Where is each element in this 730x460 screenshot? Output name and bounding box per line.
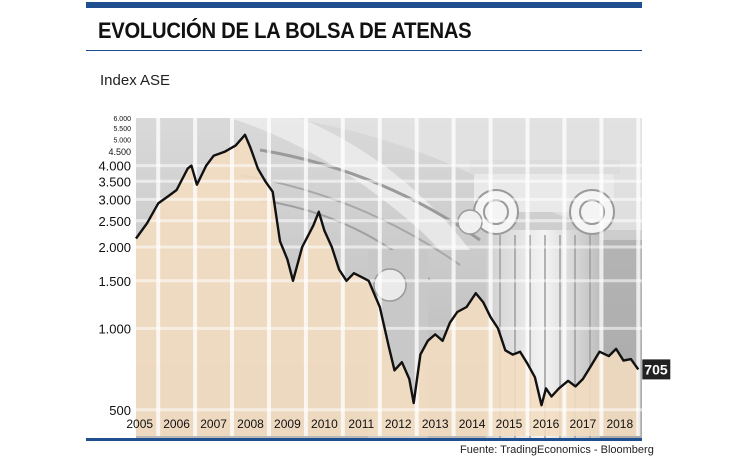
y-tick-label: 3.500 — [98, 174, 131, 189]
source-credit: Fuente: TradingEconomics - Bloomberg — [460, 444, 654, 456]
x-tick-label: 2017 — [570, 417, 597, 431]
y-tick-label: 5.000 — [113, 137, 131, 144]
year-stripe — [193, 118, 198, 436]
y-tick-label: 4.500 — [108, 147, 131, 157]
chart-subtitle: Index ASE — [100, 72, 171, 89]
horizontal-gridlines — [136, 164, 642, 412]
y-tick-label: 2.000 — [98, 240, 131, 255]
x-tick-label: 2011 — [348, 417, 374, 431]
year-stripe — [451, 118, 456, 436]
y-tick-label: 2.500 — [98, 214, 131, 229]
x-tick-label: 2012 — [385, 417, 412, 431]
year-stripe — [230, 118, 234, 436]
end-value-label: 705 — [644, 361, 668, 377]
x-tick-label: 2007 — [200, 417, 227, 431]
area-fill — [136, 134, 639, 437]
x-tick-label: 2006 — [163, 417, 190, 431]
x-tick-label: 2009 — [274, 417, 301, 431]
y-tick-label: 3.000 — [98, 192, 131, 207]
year-stripe — [303, 118, 308, 436]
year-stripe — [377, 118, 382, 436]
x-tick-label: 2013 — [422, 417, 449, 431]
x-axis: 2005 2006 2007 2008 2009 2010 2011 2012 2013 2014… — [126, 417, 633, 431]
y-tick-label: 5.500 — [113, 126, 131, 133]
year-stripe — [525, 118, 530, 436]
bottom-accent-rule — [86, 438, 642, 441]
end-value-badge: 705 — [642, 359, 671, 380]
y-tick-label: 4.000 — [98, 159, 131, 174]
year-stripe — [414, 118, 419, 436]
chart-title: EVOLUCIÓN DE LA BOLSA DE ATENAS — [98, 18, 472, 43]
y-tick-label: 6.000 — [113, 116, 131, 123]
y-tick-label: 1.000 — [98, 321, 131, 336]
x-tick-label: 2018 — [606, 417, 633, 431]
series-line — [135, 133, 640, 407]
x-tick-label: 2010 — [311, 417, 338, 431]
top-accent-rule — [86, 2, 642, 8]
x-tick-label: 2016 — [533, 417, 560, 431]
x-tick-label: 2015 — [496, 417, 523, 431]
x-tick-label: 2005 — [126, 417, 153, 431]
year-stripe — [156, 118, 161, 436]
year-stripe — [562, 118, 567, 436]
y-tick-label: 500 — [109, 403, 131, 418]
title-divider — [86, 50, 642, 51]
year-stripe — [599, 118, 604, 436]
x-tick-label: 2014 — [459, 417, 486, 431]
y-tick-label: 1.500 — [98, 274, 131, 289]
year-stripe — [636, 118, 641, 436]
x-tick-label: 2008 — [237, 417, 264, 431]
year-stripe — [488, 118, 493, 436]
end-value-bg — [642, 359, 671, 380]
year-stripe — [267, 118, 271, 436]
